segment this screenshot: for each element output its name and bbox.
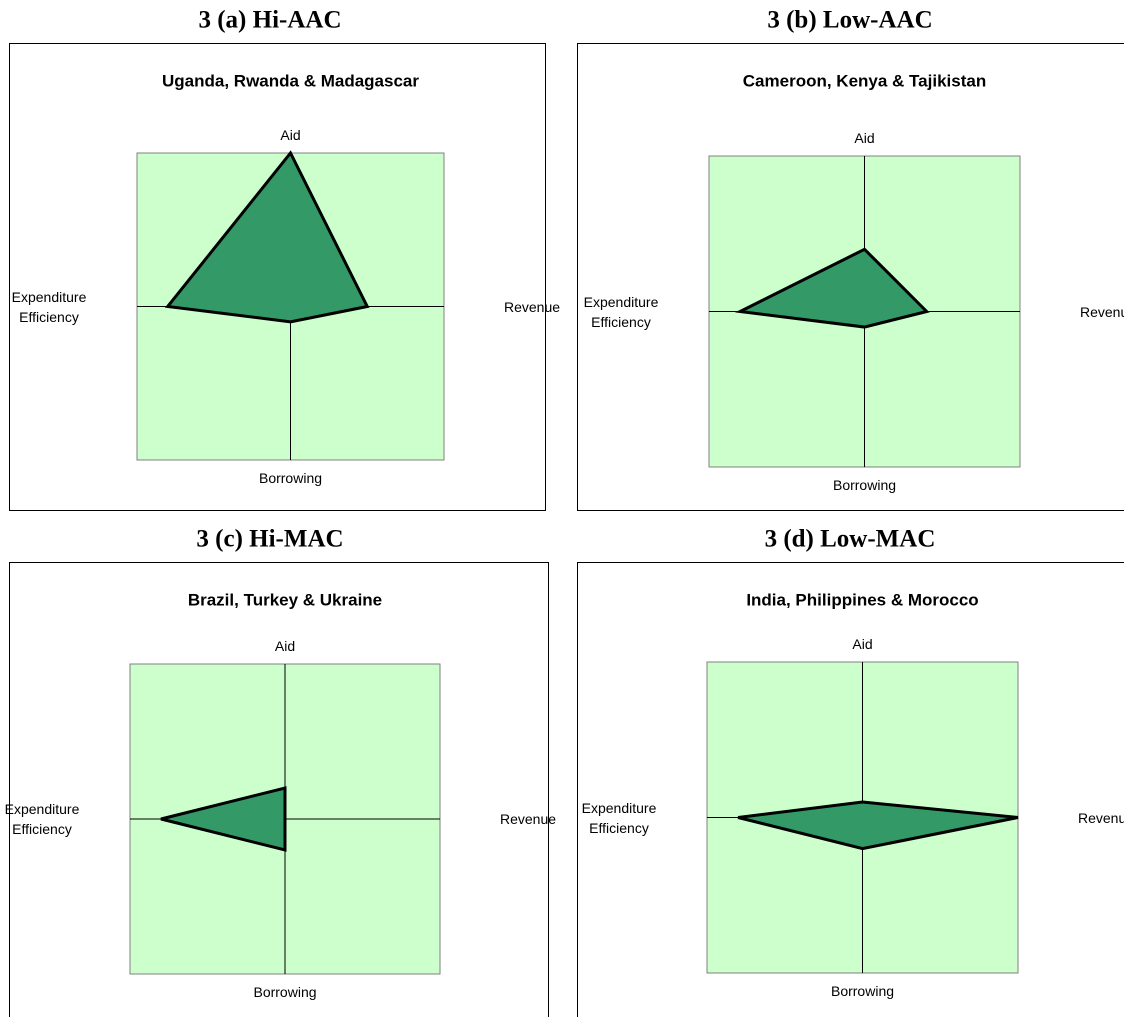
radar-area	[734, 247, 930, 329]
chart-title: Brazil, Turkey & Ukraine	[188, 590, 382, 609]
axis-label: Aid	[852, 636, 873, 652]
axis-label-box: Borrowing	[830, 983, 895, 999]
axis-label: Expenditure Efficiency	[11, 288, 87, 325]
axis-label: Borrowing	[258, 470, 323, 486]
axis-label: Aid	[280, 127, 301, 143]
axis-label-box: Revenue	[499, 811, 557, 827]
axis-label-box: Aid	[280, 127, 301, 143]
axis-label: Revenue	[503, 298, 561, 315]
axis-label: Borrowing	[253, 984, 317, 1000]
axis-label: Borrowing	[830, 983, 895, 999]
radar-area	[160, 786, 287, 852]
axis-label-box: Expenditure Efficiency	[583, 293, 659, 330]
axis-label-box: Revenue	[1079, 303, 1124, 320]
panel-title: 3 (d) Low-MAC	[765, 526, 936, 553]
panel-title: 3 (b) Low-AAC	[767, 7, 932, 34]
axis-label-box: Revenue	[1077, 809, 1124, 826]
axis-label: Revenue	[499, 811, 557, 827]
axis-label: Expenditure Efficiency	[4, 801, 80, 837]
axis-label-box: Borrowing	[832, 477, 897, 493]
axis-label-box: Borrowing	[253, 984, 317, 1000]
axis-label: Expenditure Efficiency	[581, 799, 657, 836]
axis-label-box: Aid	[854, 130, 875, 146]
axis-label-box: Revenue	[503, 298, 561, 315]
panel-title: 3 (a) Hi-AAC	[198, 7, 341, 34]
radar-area	[164, 150, 370, 324]
radar-area	[737, 800, 1019, 851]
axis-label-box: Expenditure Efficiency	[11, 288, 87, 325]
axis-label-box: Borrowing	[258, 470, 323, 486]
axis-label-box: Aid	[274, 638, 296, 654]
axis-label: Borrowing	[832, 477, 897, 493]
axis-label: Revenue	[1077, 809, 1124, 826]
chart-title: India, Philippines & Morocco	[746, 590, 978, 609]
axis-label-box: Aid	[852, 636, 873, 652]
axis-label: Aid	[854, 130, 875, 146]
panel-title: 3 (c) Hi-MAC	[196, 526, 343, 553]
axis-label-box: Expenditure Efficiency	[581, 799, 657, 836]
chart-title: Uganda, Rwanda & Madagascar	[162, 71, 419, 90]
axis-label-box: Expenditure Efficiency	[4, 801, 80, 837]
axis-label: Revenue	[1079, 303, 1124, 320]
axis-label: Expenditure Efficiency	[583, 293, 659, 330]
chart-title: Cameroon, Kenya & Tajikistan	[743, 71, 986, 90]
axis-label: Aid	[274, 638, 296, 654]
